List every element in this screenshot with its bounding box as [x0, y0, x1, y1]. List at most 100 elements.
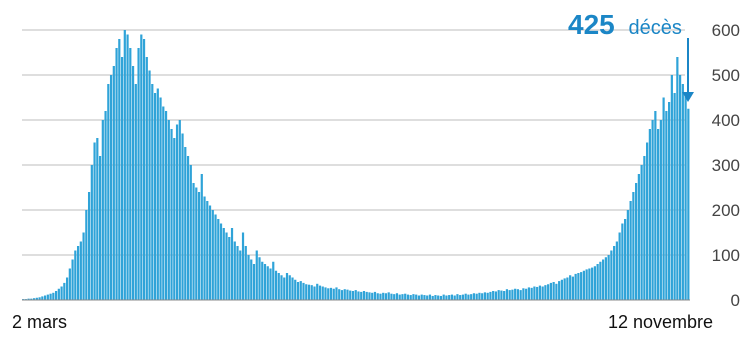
x-axis: 2 mars 12 novembre	[12, 299, 713, 332]
y-tick-label: 200	[712, 201, 740, 220]
bar	[305, 284, 308, 300]
y-tick-label: 400	[712, 111, 740, 130]
bar	[657, 129, 660, 300]
bar	[186, 156, 190, 300]
bar	[239, 250, 242, 300]
bar	[505, 289, 509, 300]
bar	[145, 57, 148, 300]
bar	[90, 165, 93, 300]
bar	[629, 201, 632, 300]
bar	[118, 39, 121, 300]
bar	[200, 174, 203, 300]
bar	[450, 294, 454, 300]
bar	[214, 214, 217, 300]
bar	[65, 277, 69, 300]
bar	[57, 288, 60, 300]
bar	[329, 287, 333, 300]
bar	[373, 291, 377, 300]
bar	[33, 298, 36, 300]
bar	[511, 289, 514, 300]
bar	[228, 237, 231, 300]
bar	[544, 285, 547, 300]
bar	[327, 288, 330, 300]
bar	[189, 165, 192, 300]
bar	[288, 275, 291, 300]
bar	[497, 290, 500, 300]
bar	[208, 205, 212, 300]
bar	[98, 156, 102, 300]
bar	[140, 34, 143, 300]
bar	[156, 88, 159, 300]
bar	[445, 295, 448, 300]
bar	[555, 283, 558, 300]
bar	[395, 293, 399, 300]
bar	[409, 295, 412, 300]
bar	[461, 294, 465, 300]
bar	[338, 289, 341, 300]
bar	[574, 273, 577, 300]
y-tick-label: 500	[712, 66, 740, 85]
bar	[522, 288, 525, 300]
bar	[206, 201, 209, 300]
bar	[453, 295, 456, 300]
bar	[332, 288, 335, 300]
bar	[530, 287, 533, 300]
bar	[560, 279, 563, 300]
bar	[635, 183, 638, 300]
bar	[115, 48, 118, 300]
bar	[211, 210, 214, 300]
bar	[280, 275, 283, 300]
bar	[610, 250, 613, 300]
bar	[96, 138, 99, 300]
bar	[38, 297, 41, 300]
bar	[434, 295, 437, 300]
bar	[164, 111, 168, 300]
bar	[63, 282, 66, 300]
bar	[626, 210, 629, 300]
bar	[519, 290, 522, 300]
bar	[481, 293, 484, 300]
bar	[85, 210, 88, 300]
bar	[637, 174, 640, 300]
bar	[423, 295, 426, 300]
bar	[351, 291, 355, 300]
bar	[340, 290, 344, 300]
bar	[472, 293, 476, 300]
annotation-text: 425 décès	[568, 9, 682, 40]
bar	[318, 285, 322, 300]
bar	[659, 120, 662, 300]
bar	[131, 66, 135, 300]
bar	[219, 223, 223, 300]
bar	[646, 142, 649, 300]
bar	[679, 75, 682, 300]
bar	[483, 292, 487, 300]
bar	[129, 48, 132, 300]
bar	[52, 292, 55, 300]
bar	[225, 232, 228, 300]
bar	[153, 93, 157, 300]
bar	[489, 291, 492, 300]
bar	[236, 246, 239, 300]
bar	[148, 70, 151, 300]
bar	[673, 93, 676, 300]
bar	[563, 278, 566, 300]
bar	[676, 57, 679, 300]
bar	[175, 124, 179, 300]
bar	[307, 284, 311, 300]
bar	[343, 289, 346, 300]
bar	[643, 156, 646, 300]
bar	[684, 93, 687, 300]
bar	[126, 34, 129, 300]
bar	[582, 270, 585, 300]
bar	[596, 264, 599, 300]
bar	[252, 264, 256, 300]
bar	[30, 298, 33, 300]
bar	[76, 246, 80, 300]
bar	[382, 292, 385, 300]
bar	[360, 291, 363, 300]
bar	[261, 261, 264, 300]
bar	[662, 97, 665, 300]
bar	[417, 295, 421, 300]
